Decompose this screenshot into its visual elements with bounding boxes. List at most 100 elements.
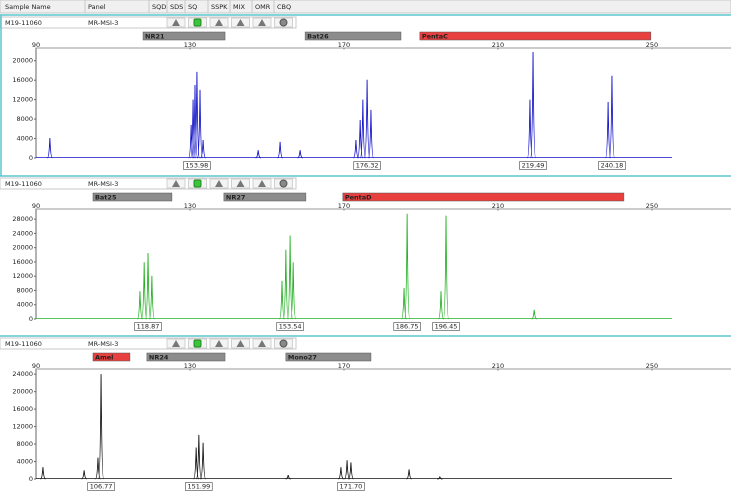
bin[interactable] xyxy=(419,31,652,41)
column-header-label[interactable]: CBQ xyxy=(277,3,291,11)
flag-icon[interactable] xyxy=(258,180,266,187)
peak xyxy=(609,75,615,159)
peak-label-box xyxy=(183,161,211,170)
column-header-label[interactable]: MIX xyxy=(233,3,246,11)
y-tick-label: 16000 xyxy=(12,76,33,84)
flag-icon[interactable] xyxy=(279,179,288,188)
column-header-label[interactable]: SQ xyxy=(188,3,197,11)
peak xyxy=(197,89,203,159)
panel-name[interactable]: MR-MSI-3 xyxy=(88,19,118,27)
y-tick-label: 24000 xyxy=(12,229,33,237)
peak xyxy=(137,291,143,320)
y-tick-label: 20000 xyxy=(12,388,33,396)
peak-label[interactable]: 196.45 xyxy=(435,323,458,331)
flag-icon[interactable] xyxy=(258,19,266,26)
flag-icon[interactable] xyxy=(279,18,288,27)
bin[interactable] xyxy=(146,352,226,362)
peak xyxy=(297,150,303,159)
bin[interactable] xyxy=(223,192,307,202)
panel-row xyxy=(0,337,297,350)
flag-icon[interactable] xyxy=(193,179,202,188)
sample-name[interactable]: M19-11060 xyxy=(5,340,42,348)
flag-icon[interactable] xyxy=(193,339,202,348)
panel-name[interactable]: MR-MSI-3 xyxy=(88,180,118,188)
flag-icon[interactable] xyxy=(279,339,288,348)
column-header-label[interactable]: SQD xyxy=(152,3,166,11)
x-tick-label: 170 xyxy=(338,41,350,49)
flag-icon[interactable] xyxy=(172,19,180,26)
peak xyxy=(195,434,202,480)
bin-label: PentaC xyxy=(422,33,448,41)
sample-name[interactable]: M19-11060 xyxy=(5,19,42,27)
column-header-label[interactable]: Sample Name xyxy=(5,3,51,11)
peak-label[interactable]: 171.70 xyxy=(340,483,363,491)
y-tick-label: 12000 xyxy=(12,96,33,104)
column-header-label[interactable]: SSPK xyxy=(211,3,228,11)
flag-icon[interactable] xyxy=(215,19,223,26)
peak xyxy=(46,138,53,159)
bin-label: Bat25 xyxy=(95,194,117,202)
peak-label[interactable]: 153.98 xyxy=(186,162,209,170)
peak xyxy=(40,467,46,480)
panel-row xyxy=(0,16,297,29)
peak-label[interactable]: 240.18 xyxy=(601,162,624,170)
flag-icon[interactable] xyxy=(215,340,223,347)
bin-label: Bat26 xyxy=(307,33,329,41)
column-header-label[interactable]: SDS xyxy=(170,3,183,11)
bin[interactable] xyxy=(92,352,131,362)
peak-label-box xyxy=(276,322,304,331)
bin-label: Mono27 xyxy=(288,354,317,362)
peak-label[interactable]: 186.75 xyxy=(396,323,419,331)
peak-label[interactable]: 118.87 xyxy=(137,323,160,331)
bin[interactable] xyxy=(285,352,372,362)
peak xyxy=(357,120,364,159)
peak xyxy=(98,374,105,480)
y-tick-label: 4000 xyxy=(16,301,33,309)
peak xyxy=(437,475,443,480)
peak xyxy=(438,291,444,320)
bin-label: NR24 xyxy=(149,354,169,362)
flag-icon[interactable] xyxy=(172,180,180,187)
flag-icon[interactable] xyxy=(236,180,245,187)
flag-icon[interactable] xyxy=(215,180,223,187)
x-tick-label: 170 xyxy=(338,202,350,210)
x-tick-label: 210 xyxy=(492,362,504,370)
flag-icon[interactable] xyxy=(258,340,266,347)
bin[interactable] xyxy=(304,31,402,41)
column-header-label[interactable]: Panel xyxy=(88,3,106,11)
x-tick-label: 90 xyxy=(32,362,40,370)
flag-icon[interactable] xyxy=(236,19,245,26)
column-header xyxy=(0,0,731,14)
sample-name[interactable]: M19-11060 xyxy=(5,180,42,188)
peak xyxy=(338,467,344,480)
peak xyxy=(141,262,148,320)
panel-name[interactable]: MR-MSI-3 xyxy=(88,340,118,348)
bin-label: NR21 xyxy=(145,33,165,41)
x-tick-label: 250 xyxy=(646,202,658,210)
bin[interactable] xyxy=(92,192,173,202)
peak-label[interactable]: 176.32 xyxy=(356,162,379,170)
x-tick-label: 250 xyxy=(646,362,658,370)
peak-label[interactable]: 219.49 xyxy=(522,162,545,170)
peak xyxy=(443,215,449,320)
peak-label[interactable]: 106.77 xyxy=(90,483,113,491)
flag-icon[interactable] xyxy=(172,340,180,347)
flag-icon[interactable] xyxy=(193,18,202,27)
peak xyxy=(192,85,198,159)
column-header-label[interactable]: OMR xyxy=(255,3,271,11)
y-tick-label: 8000 xyxy=(16,286,33,294)
peak-label-box xyxy=(134,322,162,331)
y-tick-label: 20000 xyxy=(12,244,33,252)
peak xyxy=(348,462,354,480)
peak xyxy=(290,262,297,320)
bin[interactable] xyxy=(342,192,625,202)
bin[interactable] xyxy=(142,31,226,41)
x-tick-label: 90 xyxy=(32,202,40,210)
peak-label[interactable]: 151.99 xyxy=(187,483,210,491)
peak xyxy=(353,139,359,159)
peak-label[interactable]: 153.54 xyxy=(279,323,302,331)
bin-label: NR27 xyxy=(226,194,246,202)
peak xyxy=(81,470,87,480)
flag-icon[interactable] xyxy=(236,340,245,347)
y-tick-label: 12000 xyxy=(12,272,33,280)
